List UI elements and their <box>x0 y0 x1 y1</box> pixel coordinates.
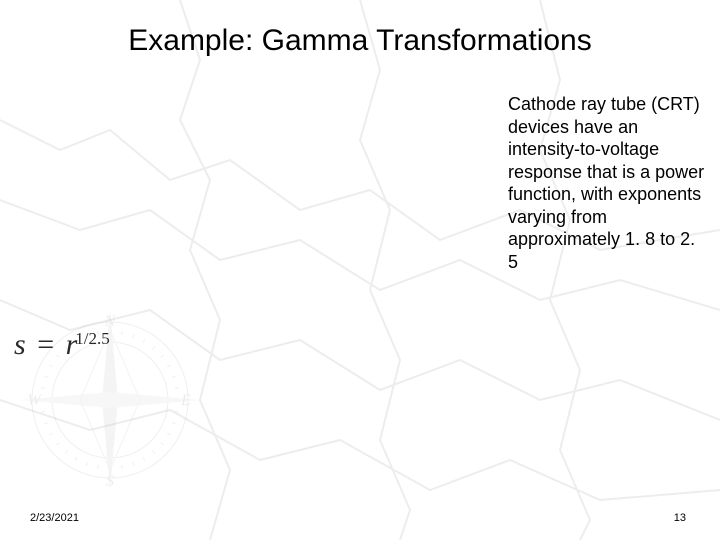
formula-exponent: 1/2.5 <box>75 329 109 348</box>
gamma-formula: s = r1/2.5 <box>14 328 112 362</box>
formula-equals: = <box>26 328 66 361</box>
svg-text:W: W <box>27 392 42 409</box>
formula-lhs: s <box>14 328 26 361</box>
slide-title: Example: Gamma Transformations <box>0 24 720 58</box>
svg-text:E: E <box>180 392 191 409</box>
body-paragraph: Cathode ray tube (CRT) devices have an i… <box>508 93 708 273</box>
footer-page-number: 13 <box>674 512 686 524</box>
svg-text:S: S <box>106 473 114 490</box>
footer-date: 2/23/2021 <box>30 512 79 524</box>
slide: N E S W Example: Gamma Transformations C… <box>0 0 720 540</box>
